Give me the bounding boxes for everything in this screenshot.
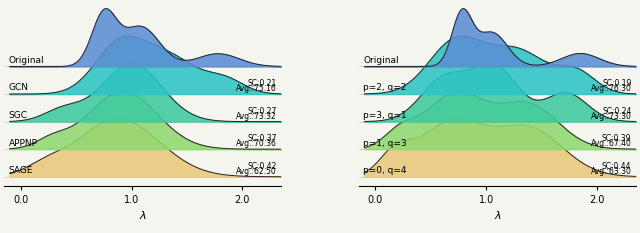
Text: p=0, q=4: p=0, q=4	[364, 166, 406, 175]
Text: SC:0.42: SC:0.42	[248, 162, 276, 171]
Text: APPNP: APPNP	[8, 139, 38, 147]
Text: Avg.:73.32: Avg.:73.32	[236, 112, 276, 120]
Text: SC:0.37: SC:0.37	[247, 134, 276, 143]
Text: Original: Original	[364, 56, 399, 65]
Text: SC:0.39: SC:0.39	[602, 134, 632, 143]
X-axis label: λ: λ	[494, 211, 500, 221]
Text: SAGE: SAGE	[8, 166, 33, 175]
Text: p=3, q=1: p=3, q=1	[364, 111, 407, 120]
Text: SC:0.24: SC:0.24	[602, 106, 632, 116]
Text: SC:0.27: SC:0.27	[248, 106, 276, 116]
Text: Avg.:76.30: Avg.:76.30	[591, 84, 632, 93]
Text: SC:0.19: SC:0.19	[602, 79, 632, 88]
Text: Avg.:75.16: Avg.:75.16	[236, 84, 276, 93]
Text: Original: Original	[8, 56, 44, 65]
Text: Avg.:63.30: Avg.:63.30	[591, 167, 632, 176]
Text: SC:0.21: SC:0.21	[248, 79, 276, 88]
X-axis label: λ: λ	[140, 211, 146, 221]
Text: p=2, q=2: p=2, q=2	[364, 83, 406, 93]
Text: Avg.:70.36: Avg.:70.36	[236, 139, 276, 148]
Text: Avg.:73.30: Avg.:73.30	[591, 112, 632, 120]
Text: Avg.:67.40: Avg.:67.40	[591, 139, 632, 148]
Text: Avg.:62.50: Avg.:62.50	[236, 167, 276, 176]
Text: SC:0.44: SC:0.44	[602, 162, 632, 171]
Text: p=1, q=3: p=1, q=3	[364, 139, 407, 147]
Text: GCN: GCN	[8, 83, 29, 93]
Text: SGC: SGC	[8, 111, 28, 120]
